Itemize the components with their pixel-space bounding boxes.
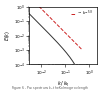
$\sim k^{-5/3}$ xyxy=(77,45,78,46)
Line: $\sim k^{-5/3}$: $\sim k^{-5/3}$ xyxy=(29,0,82,50)
Legend: $\sim k^{-5/3}$: $\sim k^{-5/3}$ xyxy=(71,9,94,19)
$\sim k^{-5/3}$ xyxy=(39,6,40,8)
$\sim k^{-5/3}$ xyxy=(79,47,80,48)
$\sim k^{-5/3}$ xyxy=(82,49,83,50)
Y-axis label: $E(k)$: $E(k)$ xyxy=(4,30,12,41)
X-axis label: $k\,/\,k_\eta$: $k\,/\,k_\eta$ xyxy=(56,79,69,90)
$\sim k^{-5/3}$ xyxy=(56,24,57,25)
$\sim k^{-5/3}$ xyxy=(41,9,42,10)
$\sim k^{-5/3}$ xyxy=(60,28,62,29)
Text: Figure 6 - Pao spectrum, $k_\eta$ the Kolmogorov length: Figure 6 - Pao spectrum, $k_\eta$ the Ko… xyxy=(11,84,89,92)
